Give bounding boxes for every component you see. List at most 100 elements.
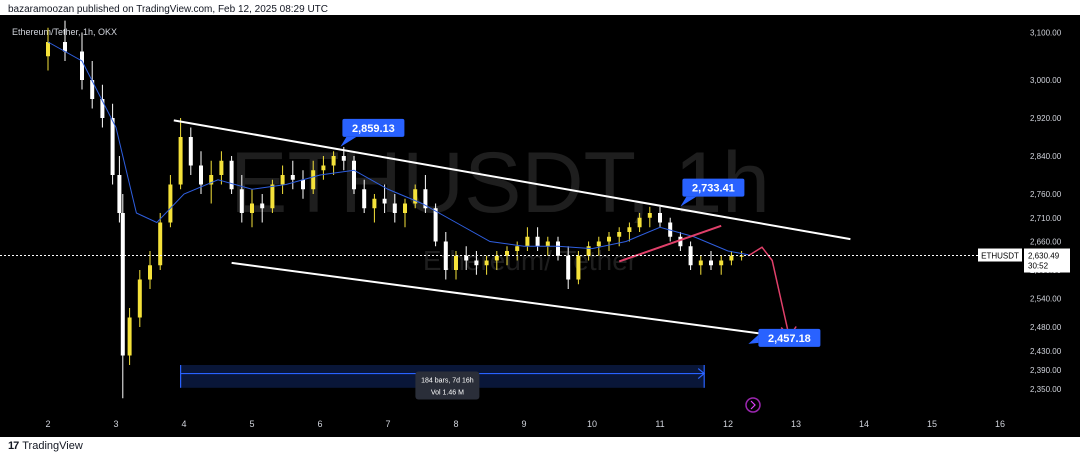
last-price-tag-value: 2,630.49 [1028,252,1060,261]
time-axis-tick: 3 [113,419,118,429]
candle-body [270,184,275,209]
candle-body [63,42,67,52]
candle [120,194,125,399]
time-axis-tick: 4 [181,419,186,429]
candle [474,251,479,275]
candle [148,251,152,289]
candle-body [199,165,203,185]
candle [290,160,295,190]
candle-body [576,255,581,280]
candle-body [596,241,601,247]
candle-body [494,255,499,261]
candle-body [464,255,469,261]
publish-info: bazaramoozan published on TradingView.co… [8,4,329,15]
time-axis-tick: 13 [791,419,801,429]
candle-body [392,203,397,213]
price-label-text: 2,859.13 [352,123,395,135]
candle-body [120,213,125,356]
candle [484,255,489,275]
time-axis-tick: 2 [45,419,50,429]
candle [576,251,581,285]
price-axis-tick: 2,430.00 [1030,347,1062,356]
time-axis-tick: 15 [927,419,937,429]
channel-lower-line[interactable] [231,261,776,337]
candle-body [739,255,744,257]
candle [63,20,67,61]
candle-body [168,184,173,223]
candle [658,206,662,228]
replay-icon[interactable] [745,397,761,413]
candle-body [413,189,418,204]
time-axis-background [0,412,1024,437]
candle-body [239,189,244,213]
candle-body [158,222,163,266]
symbol-tag-text: ETHUSDT [981,252,1019,261]
candle-body [729,255,734,261]
price-label[interactable]: 2,859.13 [340,118,405,147]
candle-body [566,255,571,280]
candle-body [341,156,346,161]
measure-tool[interactable]: 184 bars, 7d 16h Vol 1.46 M [180,365,706,400]
candle-body [260,203,265,209]
candle [596,236,601,256]
price-axis-tick: 3,100.00 [1030,29,1062,38]
candle-body [137,279,142,318]
candle [178,118,183,190]
candle [280,165,285,194]
measure-label-box [415,371,480,400]
price-label-box [342,118,405,137]
candle-body [229,160,234,190]
candle [494,251,499,270]
time-axis[interactable]: 2 3 4 5 6 7 8 9 10 11 12 13 14 15 16 [45,419,1005,429]
candle-body [535,236,540,247]
time-axis-tick: 11 [655,419,664,429]
candle [229,156,234,194]
time-axis-tick: 14 [859,419,869,429]
candle-body [280,175,285,185]
price-axis[interactable]: 3,100.00 3,000.00 2,920.00 2,840.00 2,760.00… [1030,29,1062,394]
candle [382,184,387,213]
candle-body [188,137,193,166]
price-label-text: 2,457.18 [768,333,811,345]
time-axis-tick: 7 [385,419,390,429]
channel-upper-line[interactable] [173,119,851,241]
candle [331,151,336,175]
candle-body [148,265,152,280]
time-axis-tick: 16 [995,419,1005,429]
candle-body [627,227,632,232]
candle-body [209,175,214,185]
candle [403,198,407,228]
candle [688,241,693,270]
candle [127,308,132,365]
candle [719,255,724,275]
candle [515,241,520,261]
candle [566,246,571,289]
price-axis-background [1024,15,1080,437]
candle [168,175,173,228]
candle-body [556,241,560,256]
candle-body [311,170,316,190]
price-label-pointer [748,334,759,344]
measure-label-volume: Vol 1.46 M [431,390,464,397]
time-axis-tick: 8 [453,419,458,429]
candle [270,179,275,213]
candle [586,241,591,261]
candle-body [321,165,326,171]
price-axis-tick: 2,920.00 [1030,114,1062,123]
price-axis-tick: 2,390.00 [1030,366,1062,375]
chart[interactable]: ETHUSDT, 1h Ethereum/ Tether Ethereum/Te… [0,15,1080,437]
projection-arrow[interactable] [748,246,790,337]
candle-body [423,189,428,209]
brand-name: TradingView [22,440,83,452]
candle [413,184,418,209]
candle [219,151,224,185]
price-label[interactable]: 2,457.18 [748,328,821,347]
price-label-box [758,328,821,347]
price-label[interactable]: 2,733.41 [680,178,745,207]
candle-body [331,156,336,166]
candle-body [90,80,95,99]
candle [464,246,469,270]
candle-body [586,246,591,256]
candle-body [100,99,105,118]
price-labels[interactable]: 2,859.13 2,733.41 2,457.18 [340,118,821,347]
